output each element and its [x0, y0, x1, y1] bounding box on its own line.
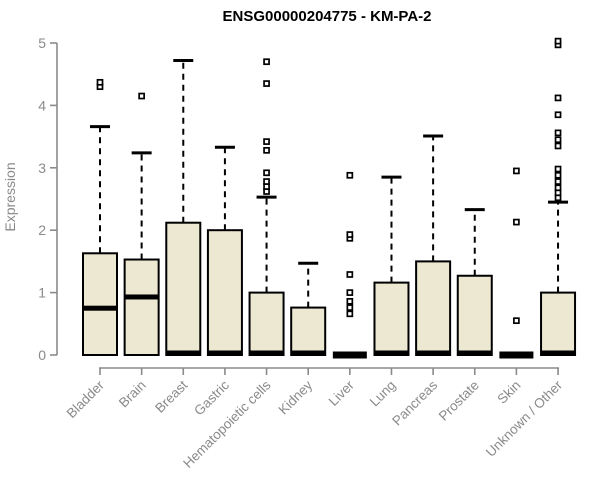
- boxplot-unknown-other: [540, 37, 577, 357]
- boxplot-hematopoietic-cells: [248, 58, 285, 357]
- median-line: [166, 350, 201, 356]
- median-line: [541, 350, 576, 356]
- outlier-point: [554, 142, 562, 150]
- outlier-point: [346, 310, 354, 318]
- outlier-point: [263, 138, 270, 145]
- boxplot-liver: [332, 171, 367, 359]
- outlier-point: [346, 271, 354, 278]
- x-tick-label-bladder: Bladder: [64, 377, 108, 421]
- box: [206, 229, 243, 356]
- outlier-point: [346, 231, 354, 238]
- boxplot-breast: [165, 58, 202, 356]
- degenerate-box: [332, 351, 367, 359]
- y-tick-label: 2: [38, 222, 46, 238]
- boxplot-kidney: [290, 261, 327, 356]
- box: [123, 258, 160, 357]
- box: [82, 252, 118, 356]
- boxplot-bladder: [82, 78, 118, 356]
- outlier-point: [138, 92, 145, 100]
- box: [540, 291, 577, 357]
- outlier-point: [513, 167, 520, 175]
- outlier-point: [346, 297, 354, 305]
- outlier-point: [263, 169, 270, 177]
- outlier-point: [554, 136, 562, 144]
- outlier-point: [96, 78, 104, 86]
- outlier-point: [554, 171, 562, 179]
- x-tick-label-pancreas: Pancreas: [389, 377, 440, 428]
- outlier-point: [263, 58, 270, 66]
- x-tick-label-gastric: Gastric: [191, 377, 232, 418]
- outlier-point: [554, 37, 562, 45]
- x-tick-label-prostate: Prostate: [436, 378, 482, 424]
- box: [456, 274, 493, 357]
- y-tick-label: 3: [38, 160, 46, 176]
- median-line: [457, 350, 492, 356]
- outlier-point: [263, 80, 270, 87]
- x-tick-label-breast: Breast: [152, 377, 190, 415]
- boxplot-brain: [123, 92, 160, 357]
- outlier-point: [263, 146, 270, 154]
- y-tick-label: 5: [38, 35, 46, 51]
- y-tick-label: 4: [38, 97, 46, 113]
- boxplot-skin: [499, 167, 534, 359]
- outlier-point: [346, 289, 354, 296]
- outlier-point: [554, 129, 562, 137]
- chart-title: ENSG00000204775 - KM-PA-2: [222, 8, 432, 25]
- median-line: [124, 294, 159, 300]
- x-tick-label-lung: Lung: [367, 378, 399, 410]
- outlier-point: [554, 184, 562, 192]
- outlier-point: [554, 111, 562, 119]
- outlier-point: [346, 304, 354, 311]
- outlier-point: [554, 178, 562, 185]
- box: [415, 260, 452, 356]
- x-tick-label-skin: Skin: [494, 378, 523, 407]
- boxplot-prostate: [456, 208, 493, 357]
- box: [165, 221, 202, 356]
- outlier-point: [554, 165, 562, 173]
- box: [290, 306, 327, 356]
- y-tick-label: 0: [38, 347, 46, 363]
- median-line: [416, 350, 451, 356]
- median-line: [207, 350, 242, 356]
- x-tick-label-brain: Brain: [116, 378, 149, 411]
- boxplot-pancreas: [415, 134, 452, 356]
- median-line: [83, 305, 117, 311]
- boxplot-lung: [373, 175, 410, 356]
- outlier-point: [513, 218, 520, 226]
- boxplot-gastric: [206, 145, 243, 356]
- median-line: [291, 350, 326, 356]
- median-line: [249, 350, 284, 356]
- y-axis: 0 1 2 3 4 5: [38, 35, 58, 363]
- x-tick-label-kidney: Kidney: [276, 377, 316, 417]
- outlier-point: [554, 94, 562, 102]
- outlier-point: [346, 171, 354, 179]
- box: [373, 281, 410, 356]
- y-tick-label: 1: [38, 285, 46, 301]
- median-line: [374, 350, 409, 356]
- x-tick-label-unknown-other: Unknown / Other: [483, 377, 566, 460]
- outlier-point: [513, 317, 520, 325]
- outlier-point: [263, 178, 270, 185]
- x-tick-label-liver: Liver: [326, 377, 358, 409]
- box: [248, 291, 285, 357]
- degenerate-box: [499, 351, 534, 359]
